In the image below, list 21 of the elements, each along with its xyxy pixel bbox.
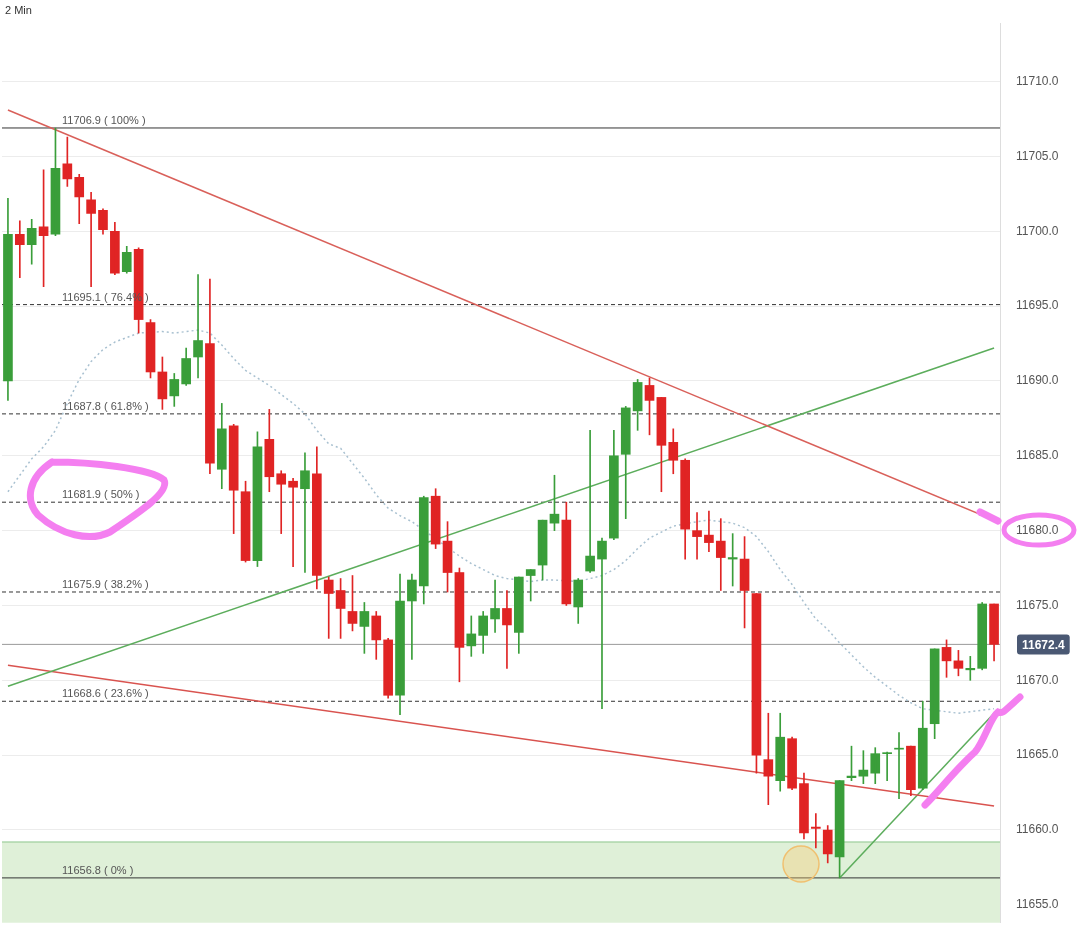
y-tick-label: 11655.0 bbox=[1016, 897, 1059, 912]
y-tick-label: 11710.0 bbox=[1016, 73, 1059, 88]
y-tick-label: 11665.0 bbox=[1016, 747, 1059, 762]
annotation: 11687.8 ( 61.8% ) bbox=[62, 399, 149, 412]
y-tick-label: 11670.0 bbox=[1016, 672, 1059, 687]
y-tick-label: 11660.0 bbox=[1016, 822, 1059, 837]
annotation: 11681.9 ( 50% ) bbox=[62, 488, 140, 501]
y-tick-label: 11675.0 bbox=[1016, 597, 1059, 612]
y-tick-label: 11680.0 bbox=[1016, 522, 1059, 537]
y-tick-label: 11695.0 bbox=[1016, 298, 1059, 313]
candlestick bbox=[882, 751, 892, 781]
y-tick-label: 11705.0 bbox=[1016, 148, 1059, 163]
ref-line-label: 11672.4 bbox=[1022, 637, 1066, 652]
y-tick-label: 11685.0 bbox=[1016, 448, 1059, 463]
chart-title: 2 Min bbox=[5, 3, 32, 16]
y-tick-label: 11690.0 bbox=[1016, 373, 1059, 388]
annotation: 11706.9 ( 100% ) bbox=[62, 113, 146, 126]
annotation: 11675.9 ( 38.2% ) bbox=[62, 578, 149, 590]
annotation: 11668.6 ( 23.6% ) bbox=[62, 687, 149, 700]
y-tick-label: 11700.0 bbox=[1016, 223, 1059, 238]
annotation: 11656.8 ( 0% ) bbox=[62, 863, 134, 876]
